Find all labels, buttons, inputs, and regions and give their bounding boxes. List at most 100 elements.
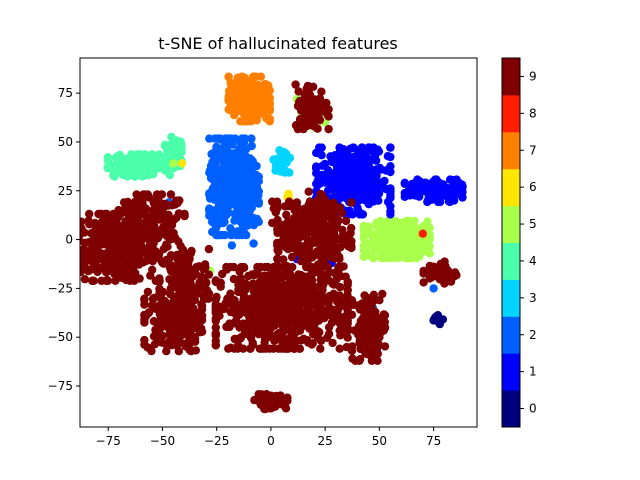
- scatter-point: [294, 305, 303, 314]
- scatter-point: [383, 152, 393, 161]
- scatter-point: [357, 143, 367, 152]
- scatter-point: [157, 190, 167, 199]
- scatter-point: [345, 206, 354, 215]
- colorbar-segment: [502, 316, 520, 354]
- x-tick-label: −50: [150, 434, 175, 448]
- scatter-point: [246, 98, 255, 108]
- colorbar-tick-label: 8: [529, 106, 537, 120]
- scatter-point: [224, 183, 234, 192]
- scatter-point: [403, 253, 412, 263]
- scatter-point: [282, 344, 291, 353]
- scatter-point: [114, 205, 123, 215]
- scatter-point: [341, 302, 350, 311]
- scatter-point: [84, 252, 94, 261]
- scatter-point: [186, 309, 195, 319]
- scatter-point: [270, 336, 279, 345]
- scatter-point: [273, 261, 282, 270]
- colorbar-segment: [502, 168, 520, 207]
- scatter-point: [80, 228, 89, 237]
- scatter-point: [335, 291, 344, 300]
- scatter-point: [269, 282, 278, 291]
- scatter-points: [69, 72, 467, 414]
- scatter-point: [357, 330, 366, 339]
- x-tick-label: 25: [318, 434, 333, 448]
- colorbar-tick-label: 0: [529, 402, 537, 416]
- scatter-point: [147, 346, 156, 356]
- scatter-point: [400, 229, 410, 238]
- scatter-point: [457, 186, 466, 196]
- scatter-point: [254, 172, 263, 181]
- scatter-point: [170, 233, 180, 242]
- scatter-point: [344, 242, 354, 251]
- scatter-point: [295, 326, 305, 335]
- scatter-point: [254, 199, 263, 208]
- scatter-point: [227, 241, 237, 250]
- scatter-point: [321, 178, 330, 187]
- scatter-point: [161, 339, 170, 348]
- scatter-point: [240, 330, 249, 339]
- scatter-point: [128, 231, 137, 240]
- scatter-point: [240, 73, 249, 82]
- scatter-point: [85, 220, 94, 229]
- scatter-point: [176, 300, 185, 310]
- scatter-point: [304, 313, 313, 323]
- scatter-point: [287, 252, 297, 262]
- scatter-point: [347, 310, 357, 319]
- scatter-point: [273, 254, 282, 264]
- scatter-point: [69, 252, 77, 260]
- scatter-point: [373, 349, 382, 358]
- scatter-point: [69, 221, 77, 229]
- scatter-point: [158, 208, 167, 218]
- scatter-point: [361, 239, 370, 248]
- scatter-point: [167, 216, 177, 225]
- scatter-point: [341, 216, 351, 226]
- scatter-point: [186, 334, 196, 344]
- scatter-point: [419, 266, 428, 276]
- scatter-point: [335, 344, 344, 353]
- scatter-point: [317, 219, 326, 228]
- colorbar-segment: [502, 94, 520, 133]
- scatter-point: [119, 198, 129, 207]
- scatter-point: [211, 329, 220, 338]
- scatter-point: [427, 195, 436, 204]
- scatter-point: [164, 318, 173, 328]
- scatter-point: [242, 301, 252, 311]
- scatter-point: [383, 197, 393, 207]
- scatter-point: [327, 157, 337, 167]
- scatter-point: [226, 343, 235, 352]
- scatter-point: [395, 252, 405, 261]
- scatter-point: [176, 313, 185, 323]
- scatter-point: [103, 153, 113, 162]
- scatter-point: [312, 163, 321, 173]
- scatter-point: [236, 173, 245, 182]
- scatter-point: [249, 239, 258, 248]
- scatter-point: [275, 166, 284, 176]
- scatter-point: [230, 200, 239, 209]
- scatter-point: [152, 229, 161, 238]
- scatter-point: [318, 285, 327, 295]
- scatter-point: [373, 187, 382, 196]
- scatter-point: [219, 154, 228, 164]
- scatter-point: [359, 252, 368, 261]
- scatter-point: [324, 124, 333, 134]
- scatter-point: [146, 271, 155, 280]
- scatter-point: [123, 172, 132, 181]
- scatter-point: [244, 212, 253, 221]
- colorbar-segment: [502, 58, 520, 96]
- scatter-point: [371, 317, 380, 327]
- scatter-point: [425, 249, 434, 258]
- scatter-point: [418, 229, 427, 238]
- scatter-point: [351, 187, 360, 196]
- scatter-point: [218, 168, 227, 177]
- scatter-point: [325, 291, 334, 301]
- scatter-point: [265, 344, 274, 353]
- scatter-point: [135, 227, 144, 236]
- scatter-point: [278, 335, 287, 344]
- scatter-point: [121, 275, 131, 285]
- scatter-point: [317, 87, 326, 96]
- scatter-point: [400, 242, 410, 252]
- scatter-point: [177, 159, 187, 168]
- scatter-point: [300, 272, 309, 281]
- scatter-point: [159, 244, 168, 254]
